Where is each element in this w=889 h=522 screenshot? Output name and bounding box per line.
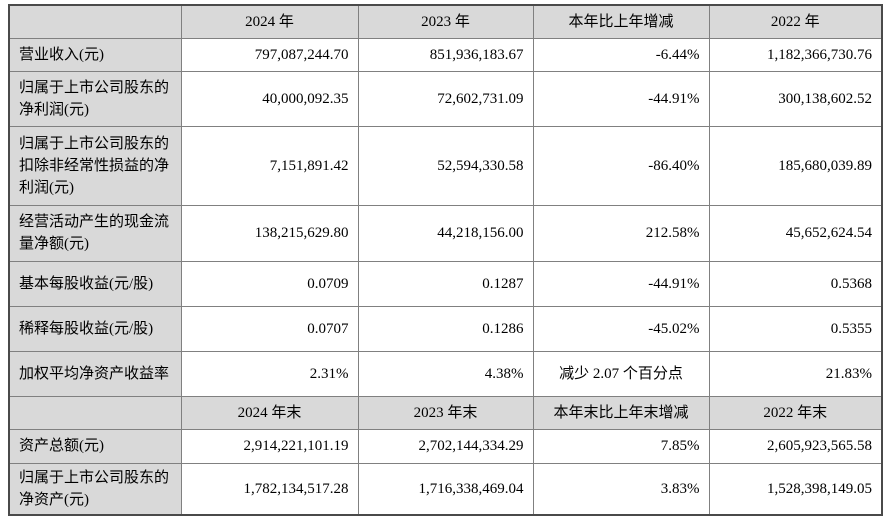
value-2022: 21.83% [708,350,883,397]
value-2024: 1,782,134,517.28 [180,462,359,516]
value-2024: 138,215,629.80 [180,204,359,262]
header-empty-cell [8,4,182,39]
value-2022: 45,652,624.54 [708,204,883,262]
financial-summary-table: 2024 年 2023 年 本年比上年增减 2022 年 营业收入(元) 797… [8,4,883,516]
table-row-revenue: 营业收入(元) 797,087,244.70 851,936,183.67 -6… [8,37,883,72]
row-label: 经营活动产生的现金流量净额(元) [8,204,182,262]
value-2024: 0.0709 [180,260,359,307]
row-label: 营业收入(元) [8,37,182,72]
header-2022: 2022 年 [708,4,883,39]
table-row-diluted-eps: 稀释每股收益(元/股) 0.0707 0.1286 -45.02% 0.5355 [8,305,883,352]
value-2023: 0.1286 [357,305,534,352]
table-row-net-profit-excl-nonrecurring: 归属于上市公司股东的扣除非经常性损益的净利润(元) 7,151,891.42 5… [8,125,883,206]
value-change: -44.91% [532,260,710,307]
value-2024: 2.31% [180,350,359,397]
row-label: 归属于上市公司股东的净资产(元) [8,462,182,516]
row-label: 归属于上市公司股东的净利润(元) [8,70,182,127]
value-2023: 4.38% [357,350,534,397]
value-change: -45.02% [532,305,710,352]
header-2023: 2023 年 [357,4,534,39]
value-2023: 851,936,183.67 [357,37,534,72]
year-end-header-row: 2024 年末 2023 年末 本年末比上年末增减 2022 年末 [8,395,883,430]
row-label: 加权平均净资产收益率 [8,350,182,397]
table-row-basic-eps: 基本每股收益(元/股) 0.0709 0.1287 -44.91% 0.5368 [8,260,883,307]
value-2022: 300,138,602.52 [708,70,883,127]
header-yoy-change: 本年比上年增减 [532,4,710,39]
header-year-end-change: 本年末比上年末增减 [532,395,710,430]
table-row-total-assets: 资产总额(元) 2,914,221,101.19 2,702,144,334.2… [8,428,883,464]
value-2023: 52,594,330.58 [357,125,534,206]
value-2024: 797,087,244.70 [180,37,359,72]
value-2023: 0.1287 [357,260,534,307]
annual-header-row: 2024 年 2023 年 本年比上年增减 2022 年 [8,4,883,39]
value-2023: 2,702,144,334.29 [357,428,534,464]
header-empty-cell [8,395,182,430]
value-2022: 0.5368 [708,260,883,307]
row-label: 基本每股收益(元/股) [8,260,182,307]
value-2022: 185,680,039.89 [708,125,883,206]
value-change: -6.44% [532,37,710,72]
value-2022: 1,182,366,730.76 [708,37,883,72]
value-2022: 1,528,398,149.05 [708,462,883,516]
table-row-operating-cash-flow: 经营活动产生的现金流量净额(元) 138,215,629.80 44,218,1… [8,204,883,262]
header-2022-year-end: 2022 年末 [708,395,883,430]
header-2024-year-end: 2024 年末 [180,395,359,430]
value-2024: 0.0707 [180,305,359,352]
table-row-weighted-avg-roe: 加权平均净资产收益率 2.31% 4.38% 减少 2.07 个百分点 21.8… [8,350,883,397]
value-2023: 44,218,156.00 [357,204,534,262]
value-2023: 1,716,338,469.04 [357,462,534,516]
table-row-net-assets: 归属于上市公司股东的净资产(元) 1,782,134,517.28 1,716,… [8,462,883,516]
row-label: 归属于上市公司股东的扣除非经常性损益的净利润(元) [8,125,182,206]
value-change: 7.85% [532,428,710,464]
row-label: 资产总额(元) [8,428,182,464]
value-change: 3.83% [532,462,710,516]
value-2024: 40,000,092.35 [180,70,359,127]
value-2024: 2,914,221,101.19 [180,428,359,464]
header-2024: 2024 年 [180,4,359,39]
value-2022: 2,605,923,565.58 [708,428,883,464]
value-2023: 72,602,731.09 [357,70,534,127]
header-2023-year-end: 2023 年末 [357,395,534,430]
value-2022: 0.5355 [708,305,883,352]
value-change: -86.40% [532,125,710,206]
value-change: 212.58% [532,204,710,262]
value-change: -44.91% [532,70,710,127]
table-row-net-profit: 归属于上市公司股东的净利润(元) 40,000,092.35 72,602,73… [8,70,883,127]
row-label: 稀释每股收益(元/股) [8,305,182,352]
value-2024: 7,151,891.42 [180,125,359,206]
value-change: 减少 2.07 个百分点 [532,350,710,397]
